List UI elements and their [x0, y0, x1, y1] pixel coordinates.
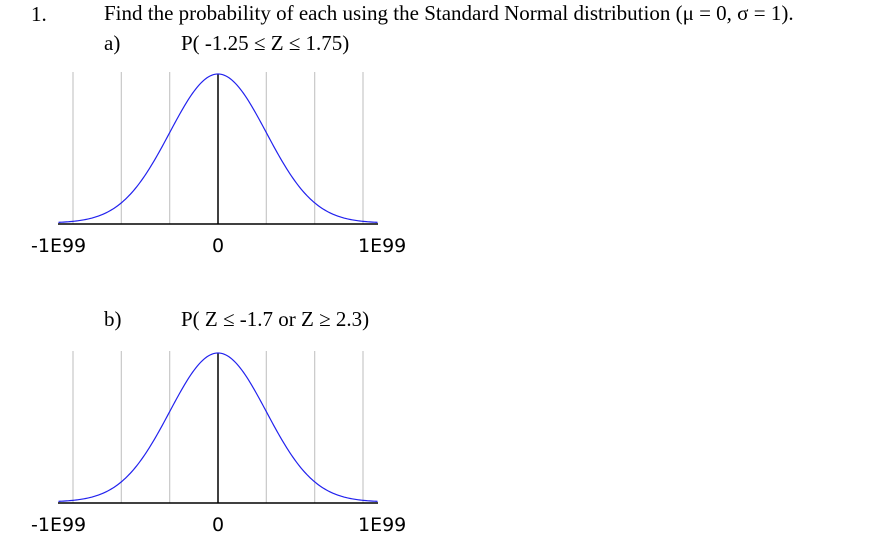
part-a-label: a)	[104, 31, 121, 55]
normal-curve-b	[58, 352, 378, 502]
problem-number: 1.	[31, 2, 47, 26]
gridlines-a	[72, 72, 364, 224]
normal-curve-chart-a: -1E99 0 1E99	[31, 72, 406, 257]
part-a-expression: P( -1.25 ≤ Z ≤ 1.75)	[181, 31, 350, 55]
tick-label-left-b: -1E99	[31, 514, 86, 536]
tick-label-center-b: 0	[212, 514, 224, 536]
problem-prompt: Find the probability of each using the S…	[104, 1, 794, 25]
normal-curve-a	[58, 73, 378, 223]
gridlines-b	[72, 351, 364, 503]
part-b-expression: P( Z ≤ -1.7 or Z ≥ 2.3)	[181, 307, 370, 331]
part-b-label: b)	[104, 307, 122, 331]
tick-label-left-a: -1E99	[31, 235, 86, 257]
tick-label-right-a: 1E99	[358, 235, 406, 257]
tick-label-center-a: 0	[212, 235, 224, 257]
tick-label-right-b: 1E99	[358, 514, 406, 536]
normal-curve-chart-b: -1E99 0 1E99	[31, 351, 406, 536]
